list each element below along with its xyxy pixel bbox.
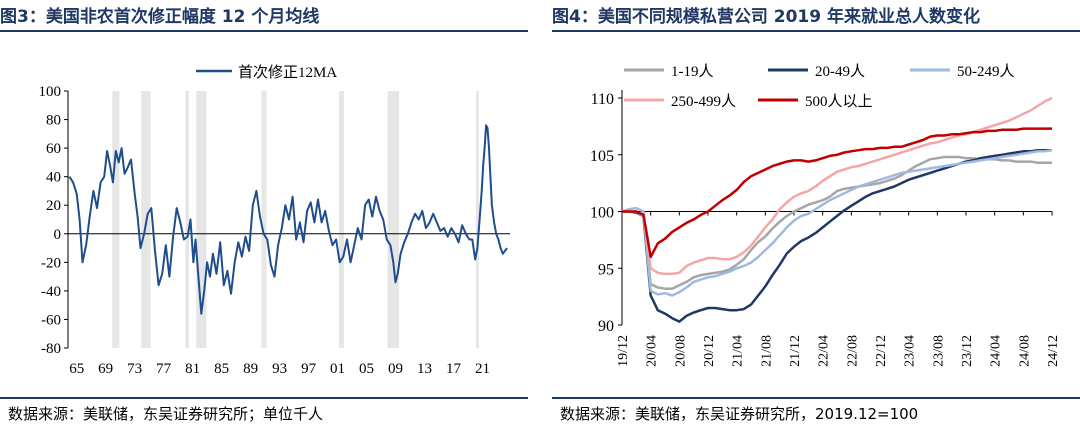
recession-band-3 — [196, 91, 207, 348]
left-x-tick-label: 81 — [185, 361, 200, 377]
left-y-tick-label: 100 — [39, 84, 62, 100]
right-y-tick-label: 90 — [598, 318, 614, 335]
left-x-tick-label: 85 — [214, 361, 229, 377]
series-line-250-499人 — [622, 96, 1053, 276]
right-legend-label-0: 1-19人 — [671, 63, 714, 80]
left-y-tick-label: -40 — [41, 284, 61, 300]
recession-band-7 — [475, 91, 479, 348]
right-x-tick-label: 24/08 — [1017, 335, 1032, 367]
left-title-rule — [0, 30, 528, 32]
right-source-rule — [552, 397, 1080, 399]
right-x-tick-label: 24/04 — [989, 335, 1004, 367]
left-y-tick-label: 0 — [54, 227, 62, 243]
right-chart-panel: 图4：美国不同规模私营公司 2019 年来就业总人数变化 110 105 100 95… — [552, 0, 1080, 431]
left-x-tick-label: 77 — [156, 361, 172, 377]
right-y-tick-label: 110 — [591, 91, 614, 108]
left-y-tick-label: 20 — [46, 198, 61, 214]
right-legend-label-4: 500人以上 — [805, 93, 873, 110]
left-x-tick-label: 05 — [359, 361, 374, 377]
series-line-20-49人 — [622, 148, 1052, 323]
right-y-tick-label: 100 — [590, 205, 614, 222]
recession-band-0 — [112, 91, 120, 348]
series-line-50-249人 — [621, 148, 1053, 297]
left-y-tick-label: 40 — [46, 170, 61, 186]
right-x-tick-label: 20/04 — [645, 335, 660, 367]
right-x-tick-label: 23/08 — [931, 335, 946, 367]
left-y-tick-label: -60 — [41, 312, 61, 328]
right-x-tick-label: 21/08 — [759, 335, 774, 367]
left-x-tick-label: 13 — [417, 361, 432, 377]
left-x-tick-label: 65 — [69, 361, 84, 377]
right-source-note: 数据来源：美联储，东吴证券研究所，2019.12=100 — [560, 405, 919, 423]
left-x-tick-label: 69 — [98, 361, 113, 377]
right-y-tick-label: 95 — [598, 261, 614, 278]
left-source-rule — [0, 397, 528, 399]
left-chart-panel: 图3：美国非农首次修正幅度 12 个月均线 100 80 60 40 20 0 -20 -40… — [0, 0, 528, 431]
right-x-tick-label: 23/12 — [960, 335, 975, 367]
left-y-tick-label: -80 — [41, 341, 61, 357]
right-x-tick-label: 21/04 — [731, 335, 746, 367]
left-x-tick-label: 21 — [475, 361, 490, 377]
right-y-tick-label: 105 — [590, 148, 614, 165]
left-x-tick-label: 89 — [243, 361, 258, 377]
right-legend-label-1: 20-49人 — [815, 63, 865, 80]
right-x-tick-label: 20/12 — [702, 335, 717, 367]
left-y-tick-label: 60 — [46, 141, 61, 157]
left-y-tick-label: -20 — [41, 255, 61, 271]
left-legend-label: 首次修正12MA — [238, 64, 337, 81]
series-line-首次修正12MA — [68, 124, 508, 315]
left-line-chart: 100 80 60 40 20 0 -20 -40 -60 -80 65 69 73 77 81 85 89 93… — [39, 64, 510, 377]
left-x-tick-label: 09 — [388, 361, 403, 377]
right-legend-label-2: 50-249人 — [957, 63, 1015, 80]
left-source-note: 数据来源：美联储，东吴证券研究所；单位千人 — [8, 405, 324, 423]
right-x-tick-label: 22/08 — [845, 335, 860, 367]
recession-band-6 — [387, 91, 400, 348]
right-x-tick-label: 22/12 — [874, 335, 889, 367]
left-chart-title: 图3：美国非农首次修正幅度 12 个月均线 — [0, 7, 320, 27]
right-x-tick-label: 22/04 — [817, 335, 832, 367]
series-line-500人以上 — [622, 127, 1052, 259]
recession-band-5 — [338, 91, 345, 348]
left-y-tick-label: 80 — [46, 113, 61, 129]
right-x-tick-label: 19/12 — [616, 335, 631, 367]
right-x-tick-label: 24/12 — [1046, 335, 1061, 367]
right-x-tick-label: 23/04 — [903, 335, 918, 367]
left-x-tick-label: 17 — [446, 361, 462, 377]
left-x-tick-label: 01 — [330, 361, 345, 377]
right-x-tick-label: 21/12 — [788, 335, 803, 367]
recession-band-4 — [261, 91, 267, 348]
left-x-tick-label: 73 — [127, 361, 142, 377]
right-legend-label-3: 250-499人 — [671, 93, 736, 110]
right-chart-title: 图4：美国不同规模私营公司 2019 年来就业总人数变化 — [552, 7, 980, 27]
left-x-tick-label: 93 — [272, 361, 287, 377]
left-x-tick-label: 97 — [301, 361, 317, 377]
right-x-tick-label: 20/08 — [673, 335, 688, 367]
right-title-rule — [552, 30, 1080, 32]
recession-band-2 — [185, 91, 190, 348]
